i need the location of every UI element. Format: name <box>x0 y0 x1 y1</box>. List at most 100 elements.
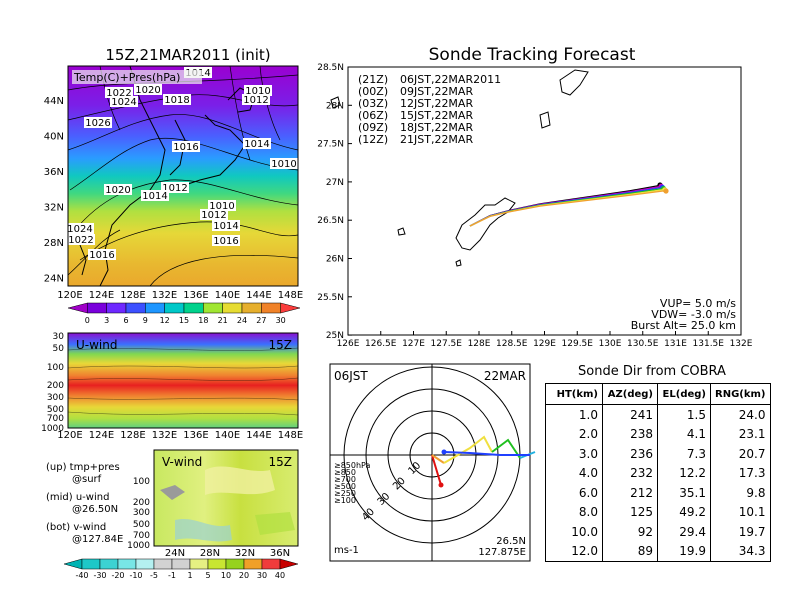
lon-tick-label: 126E <box>337 339 360 349</box>
uwind-time: 15Z <box>269 338 293 352</box>
lat-tick-label: 44N <box>44 96 64 107</box>
tracking-title: Sonde Tracking Forecast <box>429 45 636 65</box>
note-sub: @surf <box>72 474 102 485</box>
vwind-colorbar: -40 -30 -20 -10 -5 -1 1 5 10 20 30 40 <box>63 558 299 580</box>
sonde-dir-header-row: HT(km) AZ(deg) EL(deg) RNG(km) <box>545 383 771 405</box>
hodograph-segment <box>443 451 530 456</box>
note-head: (up) tmp+pres <box>46 462 120 473</box>
colorbar-swatch <box>63 558 83 570</box>
colorbar-swatch <box>153 558 173 570</box>
uwind-x-tick: 120E <box>57 430 82 441</box>
polar-lon: 127.875E <box>478 547 526 558</box>
vwind-y-tick: 200 <box>133 498 150 508</box>
colorbar-label: 30 <box>276 316 286 325</box>
vwind-y-tick: 300 <box>133 508 150 518</box>
colorbar-label: 24 <box>237 316 247 325</box>
table-cell: 19.7 <box>710 522 771 542</box>
colorbar-swatch <box>125 302 146 314</box>
isobar-label: 1020 <box>135 85 160 96</box>
table-cell: 4.1 <box>657 424 711 444</box>
colorbar-label: -1 <box>168 571 176 580</box>
isobar-label: 1014 <box>244 139 269 150</box>
colorbar-label: 18 <box>198 316 208 325</box>
table-cell: 1.0 <box>545 404 603 425</box>
legend-time: (03Z) <box>358 97 388 110</box>
colorbar-swatch <box>145 302 165 314</box>
uwind-y-tick: 500 <box>47 405 64 415</box>
colorbar-swatch <box>279 558 299 570</box>
hodograph-segment <box>431 454 445 464</box>
isobar-label: 1012 <box>243 95 268 106</box>
colorbar-swatch <box>207 558 227 570</box>
sonde-dir-header: AZ(deg) <box>602 383 658 405</box>
isobar-label: 1018 <box>164 95 189 106</box>
table-cell: 241 <box>602 404 658 425</box>
sonde-tracks <box>469 182 669 227</box>
polar-level-legend: ≥850hPa≥850≥700≥500≥250≥100 <box>334 461 371 505</box>
init-map: 1014102010221024101810101012102610161014… <box>44 65 303 301</box>
legend-label: 18JST,22MAR <box>400 121 473 134</box>
colorbar-swatch <box>183 302 204 314</box>
colorbar-swatch <box>106 302 127 314</box>
colorbar-swatch <box>203 302 223 314</box>
sonde-dir-header: RNG(km) <box>710 383 771 405</box>
overlay-label: Temp(C)+Pres(hPa) <box>73 71 180 84</box>
sonde-dir-table: HT(km) AZ(deg) EL(deg) RNG(km) 1.0 241 1.5 24.… <box>545 383 771 562</box>
sonde-track <box>469 189 667 227</box>
colorbar-label: -30 <box>93 571 106 580</box>
uwind-x-tick: 124E <box>89 430 114 441</box>
lon-tick-label: 129E <box>533 339 556 349</box>
colorbar-label: 40 <box>275 571 285 580</box>
colorbar-label: 6 <box>123 316 128 325</box>
legend-label: 21JST,22MAR <box>400 133 473 146</box>
init-map-lon-ticks: 120E 124E 128E 132E 136E 140E 144E 148E <box>57 290 303 301</box>
colorbar-label: 15 <box>179 316 189 325</box>
lon-tick-label: 136E <box>183 290 208 301</box>
colorbar-label: 12 <box>160 316 170 325</box>
polar-level-label: ≥250 <box>334 489 356 498</box>
table-cell: 29.4 <box>657 522 711 542</box>
polar-time: 06JST <box>334 369 368 383</box>
colorbar-swatch <box>164 302 185 314</box>
table-cell: 9.8 <box>710 483 771 503</box>
isobar-labels: 1014102010221024101810101012102610161014… <box>66 67 298 261</box>
sonde-dir-title: Sonde Dir from COBRA <box>578 364 726 379</box>
isobar-label: 1024 <box>111 97 136 108</box>
hodograph-segment <box>431 454 442 486</box>
colorbar-swatch <box>241 302 262 314</box>
vwind-title: V-wind <box>162 455 202 469</box>
colorbar-label: 5 <box>205 571 210 580</box>
table-cell: 2.0 <box>545 424 603 444</box>
tracking-lat-ticks: 28.5N 28N 27.5N 27N 26.5N 26N 25.5N 25N <box>317 63 352 341</box>
table-cell: 10.1 <box>710 502 771 522</box>
lon-tick-label: 132E <box>152 290 177 301</box>
tracking-map: (21Z) 06JST,22MAR2011 (00Z) 09JST,22MAR (03Z… <box>317 63 753 349</box>
legend-time: (06Z) <box>358 109 388 122</box>
table-cell: 12.0 <box>545 541 603 562</box>
uwind-x-tick: 136E <box>183 430 208 441</box>
colorbar-label: -5 <box>150 571 158 580</box>
uwind-x-tick: 148E <box>278 430 303 441</box>
table-cell: 17.3 <box>710 463 771 483</box>
island-outlines <box>330 69 589 267</box>
lat-tick-label: 36N <box>44 167 64 178</box>
polar-level-label: ≥500 <box>334 482 356 491</box>
table-cell: 232 <box>602 463 658 483</box>
isobar-label: 1010 <box>209 201 234 212</box>
isobar-label: 1020 <box>105 185 130 196</box>
table-cell: 4.0 <box>545 463 603 483</box>
isobar-label: 1016 <box>89 250 114 261</box>
lat-tick-label: 25.5N <box>317 293 344 303</box>
colorbar-label: 0 <box>85 316 90 325</box>
lon-tick-label: 120E <box>57 290 82 301</box>
temperature-colorbar: 0 3 6 9 12 15 18 21 24 27 30 <box>67 302 301 325</box>
colorbar-label: 27 <box>256 316 266 325</box>
table-cell: 12.2 <box>657 463 711 483</box>
lat-tick-label: 24N <box>44 274 64 285</box>
table-cell: 49.2 <box>657 502 711 522</box>
table-cell: 3.0 <box>545 444 603 464</box>
vwind-y-tick: 500 <box>133 520 150 530</box>
lon-tick-label: 127.5E <box>431 339 463 349</box>
